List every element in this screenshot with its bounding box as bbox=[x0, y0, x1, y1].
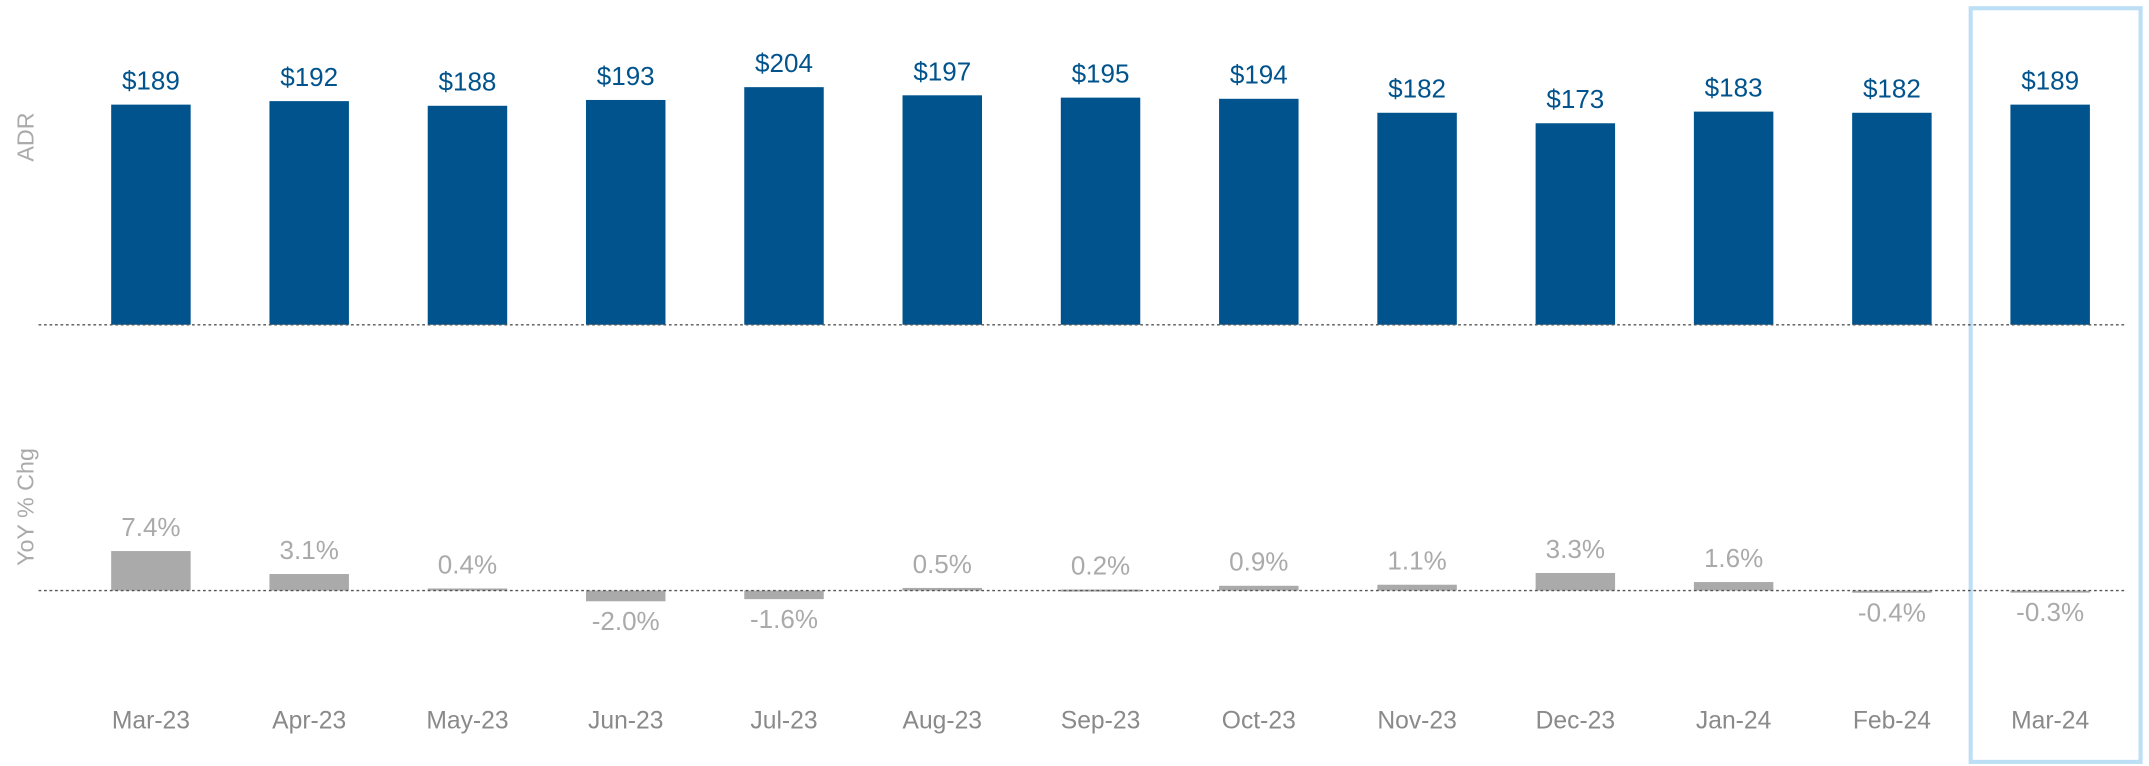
data-label: 3.3% bbox=[1546, 534, 1605, 564]
x-tick-label: Nov-23 bbox=[1377, 708, 1456, 735]
x-tick-label: Jul-23 bbox=[750, 708, 817, 735]
x-tick-label: Aug-23 bbox=[903, 708, 983, 735]
data-label: $173 bbox=[1546, 84, 1604, 114]
data-label: $192 bbox=[280, 62, 338, 92]
bar bbox=[1219, 585, 1299, 591]
x-tick-label: Apr-23 bbox=[272, 708, 346, 735]
data-label: -0.3% bbox=[2016, 597, 2084, 627]
data-label: 0.5% bbox=[913, 549, 972, 579]
bar bbox=[744, 87, 824, 325]
bar bbox=[111, 104, 191, 325]
bar bbox=[111, 551, 191, 591]
data-label: 0.4% bbox=[438, 549, 497, 579]
data-label: $195 bbox=[1072, 59, 1130, 89]
x-tick-label: Mar-23 bbox=[112, 708, 190, 735]
bar bbox=[427, 105, 508, 325]
data-label: $194 bbox=[1230, 60, 1288, 90]
bar bbox=[585, 99, 666, 325]
data-label: $204 bbox=[755, 48, 813, 78]
bar bbox=[902, 95, 983, 325]
bar bbox=[744, 590, 824, 600]
data-label: -1.6% bbox=[750, 604, 818, 634]
x-tick-label: Dec-23 bbox=[1536, 708, 1615, 735]
y-axis-label: YoY % Chg bbox=[13, 448, 39, 566]
data-label: 1.6% bbox=[1704, 543, 1763, 573]
x-tick-label: Mar-24 bbox=[2011, 708, 2089, 735]
data-label: $182 bbox=[1388, 74, 1446, 104]
data-label: 0.2% bbox=[1071, 550, 1130, 580]
x-tick-label: May-23 bbox=[426, 708, 508, 735]
data-label: 1.1% bbox=[1387, 546, 1446, 576]
bar bbox=[427, 588, 508, 591]
bar bbox=[902, 587, 983, 591]
bar bbox=[269, 101, 349, 325]
bar bbox=[2010, 104, 2090, 325]
data-label: $197 bbox=[913, 56, 971, 86]
data-label: -0.4% bbox=[1858, 598, 1926, 628]
bar bbox=[1693, 582, 1774, 591]
bar bbox=[2010, 590, 2090, 593]
y-axis-label: ADR bbox=[13, 112, 39, 161]
bar bbox=[1693, 111, 1774, 325]
bar bbox=[1060, 589, 1141, 592]
highlight-box bbox=[1968, 6, 2143, 764]
data-label: -2.0% bbox=[592, 606, 660, 636]
data-label: $193 bbox=[597, 61, 655, 91]
bar bbox=[1219, 98, 1299, 325]
bar bbox=[269, 574, 349, 591]
bar bbox=[1377, 112, 1457, 325]
bar bbox=[1535, 572, 1616, 591]
bar bbox=[1852, 112, 1932, 325]
data-label: $189 bbox=[122, 66, 180, 96]
x-tick-label: Jun-23 bbox=[588, 708, 663, 735]
bar bbox=[1535, 123, 1616, 325]
data-label: $183 bbox=[1705, 73, 1763, 103]
bar bbox=[1377, 584, 1457, 591]
bar bbox=[585, 590, 666, 602]
x-tick-label: Sep-23 bbox=[1061, 708, 1141, 735]
data-label: $188 bbox=[439, 67, 497, 97]
x-tick-label: Feb-24 bbox=[1853, 708, 1931, 735]
data-label: 7.4% bbox=[121, 512, 180, 542]
data-label: 3.1% bbox=[280, 535, 339, 565]
bar bbox=[1060, 97, 1141, 325]
data-label: 0.9% bbox=[1229, 547, 1288, 577]
x-tick-label: Oct-23 bbox=[1222, 708, 1296, 735]
data-label: $189 bbox=[2021, 66, 2079, 96]
bar bbox=[1852, 590, 1932, 593]
x-tick-label: Jan-24 bbox=[1696, 708, 1771, 735]
data-label: $182 bbox=[1863, 74, 1921, 104]
